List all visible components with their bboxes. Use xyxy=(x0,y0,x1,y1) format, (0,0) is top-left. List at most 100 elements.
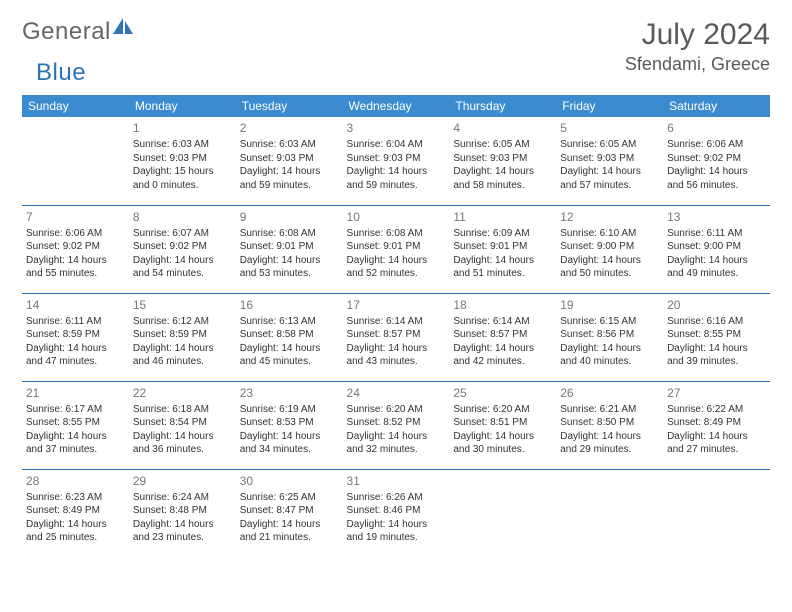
day-number: 24 xyxy=(347,385,446,401)
sunrise-line: Sunrise: 6:20 AM xyxy=(347,403,446,417)
daylight-line: Daylight: 14 hours and 53 minutes. xyxy=(240,254,339,281)
sunset-line: Sunset: 9:03 PM xyxy=(560,152,659,166)
day-number: 4 xyxy=(453,120,552,136)
sunset-line: Sunset: 9:00 PM xyxy=(667,240,766,254)
sunset-line: Sunset: 9:03 PM xyxy=(347,152,446,166)
sunset-line: Sunset: 9:01 PM xyxy=(453,240,552,254)
daylight-line: Daylight: 14 hours and 51 minutes. xyxy=(453,254,552,281)
day-number: 15 xyxy=(133,297,232,313)
weekday-header: Wednesday xyxy=(343,95,450,117)
calendar-day-cell: 20Sunrise: 6:16 AMSunset: 8:55 PMDayligh… xyxy=(663,293,770,381)
day-number: 14 xyxy=(26,297,125,313)
sunset-line: Sunset: 8:54 PM xyxy=(133,416,232,430)
weekday-header: Sunday xyxy=(22,95,129,117)
day-number: 23 xyxy=(240,385,339,401)
daylight-line: Daylight: 15 hours and 0 minutes. xyxy=(133,165,232,192)
calendar-day-cell xyxy=(22,117,129,205)
sunrise-line: Sunrise: 6:12 AM xyxy=(133,315,232,329)
day-number: 29 xyxy=(133,473,232,489)
day-number: 9 xyxy=(240,209,339,225)
calendar-day-cell: 6Sunrise: 6:06 AMSunset: 9:02 PMDaylight… xyxy=(663,117,770,205)
sunrise-line: Sunrise: 6:18 AM xyxy=(133,403,232,417)
day-number: 11 xyxy=(453,209,552,225)
day-number: 28 xyxy=(26,473,125,489)
calendar-day-cell: 22Sunrise: 6:18 AMSunset: 8:54 PMDayligh… xyxy=(129,381,236,469)
calendar-page: General July 2024 Sfendami, Greece Blue … xyxy=(0,0,792,575)
calendar-week-row: 1Sunrise: 6:03 AMSunset: 9:03 PMDaylight… xyxy=(22,117,770,205)
sunrise-line: Sunrise: 6:21 AM xyxy=(560,403,659,417)
day-number: 6 xyxy=(667,120,766,136)
daylight-line: Daylight: 14 hours and 19 minutes. xyxy=(347,518,446,545)
daylight-line: Daylight: 14 hours and 32 minutes. xyxy=(347,430,446,457)
sunrise-line: Sunrise: 6:20 AM xyxy=(453,403,552,417)
calendar-day-cell: 26Sunrise: 6:21 AMSunset: 8:50 PMDayligh… xyxy=(556,381,663,469)
sunrise-line: Sunrise: 6:17 AM xyxy=(26,403,125,417)
daylight-line: Daylight: 14 hours and 54 minutes. xyxy=(133,254,232,281)
daylight-line: Daylight: 14 hours and 50 minutes. xyxy=(560,254,659,281)
sunrise-line: Sunrise: 6:08 AM xyxy=(347,227,446,241)
calendar-day-cell: 14Sunrise: 6:11 AMSunset: 8:59 PMDayligh… xyxy=(22,293,129,381)
logo: General xyxy=(22,18,136,46)
daylight-line: Daylight: 14 hours and 46 minutes. xyxy=(133,342,232,369)
daylight-line: Daylight: 14 hours and 36 minutes. xyxy=(133,430,232,457)
day-number: 7 xyxy=(26,209,125,225)
calendar-day-cell: 30Sunrise: 6:25 AMSunset: 8:47 PMDayligh… xyxy=(236,469,343,557)
day-number: 10 xyxy=(347,209,446,225)
sunrise-line: Sunrise: 6:16 AM xyxy=(667,315,766,329)
calendar-day-cell: 27Sunrise: 6:22 AMSunset: 8:49 PMDayligh… xyxy=(663,381,770,469)
daylight-line: Daylight: 14 hours and 55 minutes. xyxy=(26,254,125,281)
calendar-week-row: 14 Sunrise: 6:11 AMSunset: 8:59 PM Dayligh… xyxy=(22,293,770,381)
day-number: 8 xyxy=(133,209,232,225)
daylight-line: Daylight: 14 hours and 58 minutes. xyxy=(453,165,552,192)
calendar-week-row: 21Sunrise: 6:17 AMSunset: 8:55 PMDayligh… xyxy=(22,381,770,469)
sunset-line: Sunset: 8:52 PM xyxy=(347,416,446,430)
sunset-line: Sunset: 9:00 PM xyxy=(560,240,659,254)
daylight-line: Daylight: 14 hours and 59 minutes. xyxy=(347,165,446,192)
weekday-header: Thursday xyxy=(449,95,556,117)
calendar-day-cell: 8Sunrise: 6:07 AMSunset: 9:02 PMDaylight… xyxy=(129,205,236,293)
weekday-header: Saturday xyxy=(663,95,770,117)
sunset-line: Sunset: 9:02 PM xyxy=(26,240,125,254)
sunrise-line: Sunrise: 6:03 AM xyxy=(240,138,339,152)
daylight-line: Daylight: 14 hours and 34 minutes. xyxy=(240,430,339,457)
daylight-line: Daylight: 14 hours and 29 minutes. xyxy=(560,430,659,457)
daylight-line: Daylight: 14 hours and 49 minutes. xyxy=(667,254,766,281)
calendar-day-cell: 23Sunrise: 6:19 AMSunset: 8:53 PMDayligh… xyxy=(236,381,343,469)
calendar-day-cell: 9Sunrise: 6:08 AMSunset: 9:01 PMDaylight… xyxy=(236,205,343,293)
calendar-day-cell: 13Sunrise: 6:11 AMSunset: 9:00 PMDayligh… xyxy=(663,205,770,293)
calendar-day-cell: 15Sunrise: 6:12 AMSunset: 8:59 PMDayligh… xyxy=(129,293,236,381)
day-number: 13 xyxy=(667,209,766,225)
sunrise-line: Sunrise: 6:08 AM xyxy=(240,227,339,241)
day-number: 20 xyxy=(667,297,766,313)
daylight-line: Daylight: 14 hours and 43 minutes. xyxy=(347,342,446,369)
logo-sail-icon xyxy=(113,18,135,36)
calendar-day-cell xyxy=(449,469,556,557)
daylight-line: Daylight: 14 hours and 39 minutes. xyxy=(667,342,766,369)
sunrise-line: Sunrise: 6:11 AM xyxy=(26,315,125,329)
day-number: 3 xyxy=(347,120,446,136)
sunset-line: Sunset: 8:50 PM xyxy=(560,416,659,430)
day-number: 27 xyxy=(667,385,766,401)
weekday-header: Tuesday xyxy=(236,95,343,117)
sunrise-line: Sunrise: 6:23 AM xyxy=(26,491,125,505)
daylight-line: Daylight: 14 hours and 52 minutes. xyxy=(347,254,446,281)
calendar-day-cell: 2Sunrise: 6:03 AMSunset: 9:03 PMDaylight… xyxy=(236,117,343,205)
daylight-line: Daylight: 14 hours and 23 minutes. xyxy=(133,518,232,545)
calendar-day-cell: 1Sunrise: 6:03 AMSunset: 9:03 PMDaylight… xyxy=(129,117,236,205)
day-number: 1 xyxy=(133,120,232,136)
sunrise-line: Sunrise: 6:19 AM xyxy=(240,403,339,417)
sunrise-line: Sunrise: 6:06 AM xyxy=(26,227,125,241)
day-number: 2 xyxy=(240,120,339,136)
day-number: 17 xyxy=(347,297,446,313)
weekday-header: Friday xyxy=(556,95,663,117)
sunset-line: Sunset: 8:55 PM xyxy=(26,416,125,430)
day-number: 30 xyxy=(240,473,339,489)
sunrise-line: Sunrise: 6:26 AM xyxy=(347,491,446,505)
calendar-week-row: 7Sunrise: 6:06 AMSunset: 9:02 PMDaylight… xyxy=(22,205,770,293)
daylight-line: Daylight: 14 hours and 56 minutes. xyxy=(667,165,766,192)
sunset-line: Sunset: 8:49 PM xyxy=(667,416,766,430)
sunrise-line: Sunrise: 6:13 AM xyxy=(240,315,339,329)
daylight-line: Daylight: 14 hours and 37 minutes. xyxy=(26,430,125,457)
calendar-day-cell xyxy=(556,469,663,557)
sunset-line: Sunset: 8:59 PM xyxy=(26,328,125,342)
